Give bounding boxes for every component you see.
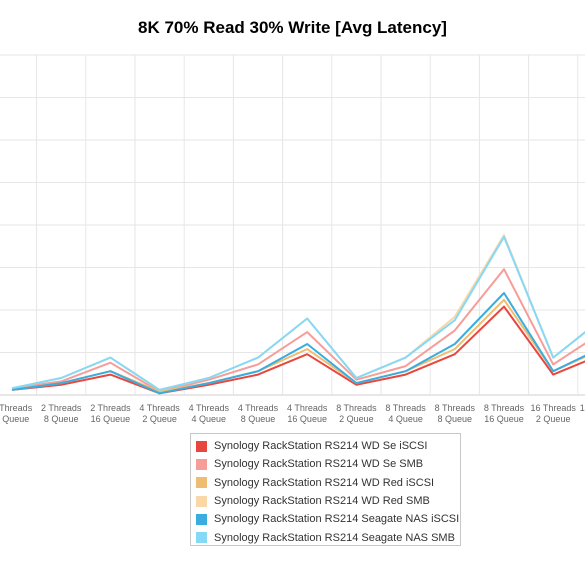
legend-item[interactable]: Synology RackStation RS214 Seagate NAS i… (196, 510, 460, 528)
x-tick-label: 4 Threads 16 Queue (287, 403, 328, 424)
series-line-4 (11, 292, 585, 395)
legend-swatch (196, 458, 207, 470)
x-tick-label: 16 Threads 2 Queue (531, 403, 577, 424)
legend-label: Synology RackStation RS214 WD Red SMB (214, 495, 430, 508)
legend-swatch (196, 513, 207, 525)
legend-item[interactable]: Synology RackStation RS214 WD Se iSCSI (196, 437, 460, 455)
legend-label: Synology RackStation RS214 WD Se SMB (214, 458, 424, 471)
chart-title: 8K 70% Read 30% Write [Avg Latency] (138, 18, 447, 37)
legend-swatch (196, 440, 207, 452)
x-tick-label: 2 Threads 8 Queue (41, 403, 82, 424)
x-tick-label: 8 Threads 4 Queue (385, 403, 426, 424)
x-tick-label: 2 Threads 16 Queue (90, 403, 131, 424)
x-tick-label: 4 Threads 4 Queue (189, 403, 230, 424)
legend-item[interactable]: Synology RackStation RS214 WD Se SMB (196, 455, 460, 473)
x-tick-label: 4 Threads 2 Queue (139, 403, 180, 424)
x-tick-label: 8 Threads 2 Queue (336, 403, 377, 424)
legend-label: Synology RackStation RS214 Seagate NAS i… (214, 513, 460, 526)
grid (0, 54, 585, 396)
x-tick-label: 4 Threads 8 Queue (238, 403, 279, 424)
x-tick-label: 8 Threads 16 Queue (484, 403, 525, 424)
legend-swatch (196, 477, 207, 489)
legend-label: Synology RackStation RS214 WD Se iSCSI (214, 440, 428, 453)
series-line-0 (11, 305, 585, 395)
legend-item[interactable]: Synology RackStation RS214 Seagate NAS S… (196, 528, 460, 546)
series-line-5 (11, 235, 585, 391)
legend: Synology RackStation RS214 WD Se iSCSI Sy… (190, 433, 461, 546)
legend-label: Synology RackStation RS214 Seagate NAS S… (214, 531, 455, 544)
series-line-1 (11, 268, 585, 393)
legend-item[interactable]: Synology RackStation RS214 WD Red SMB (196, 492, 460, 510)
legend-swatch (196, 495, 207, 507)
x-tick-label: 8 Threads 8 Queue (435, 403, 476, 424)
legend-item[interactable]: Synology RackStation RS214 WD Red iSCSI (196, 474, 460, 492)
legend-swatch (196, 532, 207, 544)
series-lines (11, 234, 585, 395)
legend-label: Synology RackStation RS214 WD Red iSCSI (214, 476, 435, 489)
